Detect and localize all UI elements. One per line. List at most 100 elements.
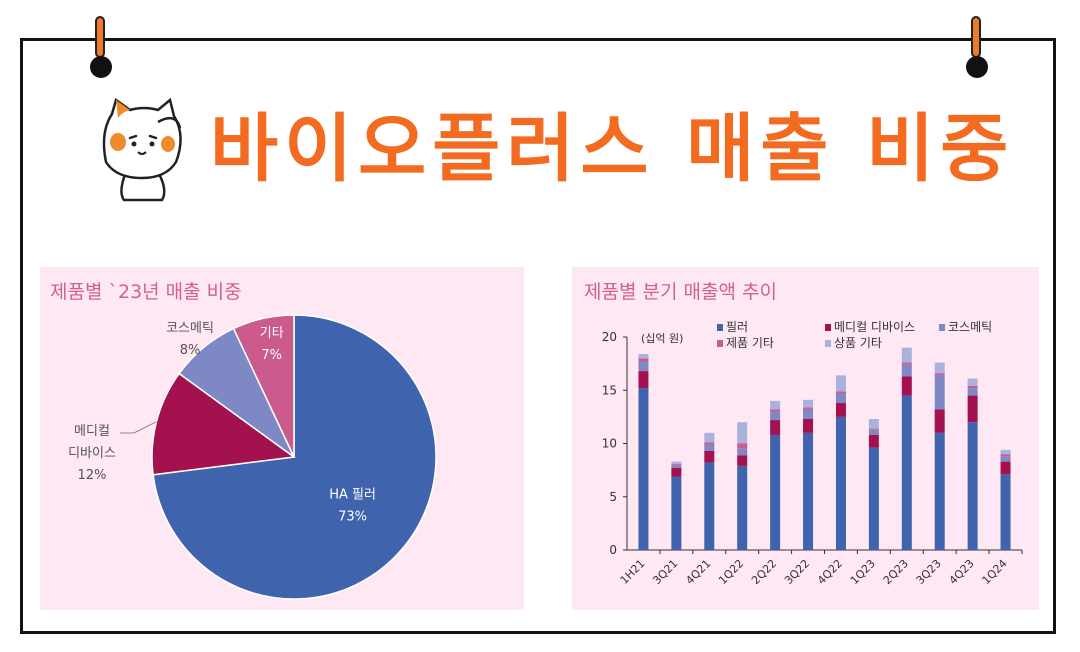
bar-segment bbox=[638, 388, 649, 550]
bar-segment bbox=[770, 420, 781, 435]
y-tick-label: 15 bbox=[602, 383, 617, 397]
bar-segment bbox=[934, 373, 945, 376]
pie-leader-line bbox=[120, 421, 157, 434]
bar-segment bbox=[704, 442, 715, 445]
legend-swatch bbox=[717, 324, 723, 331]
bar-segment bbox=[835, 393, 846, 404]
x-tick-label: 4Q23 bbox=[947, 557, 977, 587]
pie-chart-title: 제품별 `23년 매출 비중 bbox=[50, 281, 242, 303]
bar-segment bbox=[770, 434, 781, 550]
legend-swatch bbox=[825, 324, 831, 331]
pie-slice bbox=[151, 372, 296, 476]
bar-segment bbox=[671, 463, 682, 465]
y-unit-label: (십억 원) bbox=[641, 332, 683, 345]
bar-segment bbox=[901, 364, 912, 377]
bar-segment bbox=[868, 429, 879, 435]
bar-segment bbox=[770, 409, 781, 412]
legend-label: 제품 기타 bbox=[726, 336, 774, 350]
bar-segment bbox=[638, 354, 649, 359]
bar-segment bbox=[835, 403, 846, 417]
legend-label: 코스메틱 bbox=[948, 320, 992, 334]
legend-label: 메디컬 디바이스 bbox=[834, 320, 915, 334]
pie-slice-percent: 8% bbox=[180, 343, 201, 358]
bar-segment bbox=[803, 419, 814, 433]
left-pin-icon bbox=[95, 16, 105, 58]
cat-mascot-icon bbox=[102, 97, 182, 202]
bar-segment bbox=[835, 375, 846, 392]
pie-slice-label: 코스메틱 bbox=[166, 321, 214, 336]
pie-slice-percent: 7% bbox=[261, 348, 282, 363]
bar-segment bbox=[737, 422, 748, 444]
bar-segment bbox=[835, 391, 846, 394]
y-tick-label: 5 bbox=[609, 490, 617, 504]
y-tick-label: 20 bbox=[602, 330, 617, 344]
bar-segment bbox=[934, 409, 945, 433]
bar-segment bbox=[934, 375, 945, 410]
bar-segment bbox=[737, 443, 748, 449]
bar-segment bbox=[967, 385, 978, 389]
bar-segment bbox=[671, 467, 682, 477]
bar-segment bbox=[704, 444, 715, 451]
bar-segment bbox=[638, 361, 649, 372]
bar-segment bbox=[770, 400, 781, 410]
right-pin-head-icon bbox=[966, 56, 988, 78]
bar-segment bbox=[901, 362, 912, 365]
bar-segment bbox=[671, 464, 682, 468]
pie-slice bbox=[232, 314, 295, 458]
legend-label: 상품 기타 bbox=[834, 336, 882, 350]
x-tick-label: 1Q22 bbox=[716, 557, 746, 587]
pie-slice-label: 메디컬 bbox=[74, 424, 110, 439]
legend-swatch bbox=[825, 340, 831, 347]
bar-segment bbox=[803, 407, 814, 410]
x-tick-label: 4Q22 bbox=[815, 557, 845, 587]
bar-segment bbox=[737, 455, 748, 466]
bar-segment bbox=[934, 362, 945, 374]
bar-segment bbox=[868, 419, 879, 429]
pie-panel: 제품별 `23년 매출 비중 HA 필러 73% 메디컬 디바이스 12% 코스메틱 8% 기… bbox=[40, 267, 524, 610]
pie-slice-label: HA 필러 bbox=[329, 488, 376, 503]
bar-segment bbox=[1000, 449, 1011, 455]
bar-segment bbox=[1000, 456, 1011, 462]
legend-swatch bbox=[939, 324, 945, 331]
pie-slice-label: 디바이스 bbox=[68, 446, 116, 461]
bar-panel: 제품별 분기 매출액 추이 0 5 10 15 20 (십억 원) 필러 메디컬 디바이스 코스… bbox=[572, 267, 1039, 610]
bar-segment bbox=[704, 432, 715, 443]
bar-segment bbox=[803, 432, 814, 550]
bar-segment bbox=[1000, 474, 1011, 550]
pie-slice-percent: 12% bbox=[78, 468, 107, 483]
bar-chart-title: 제품별 분기 매출액 추이 bbox=[584, 281, 777, 303]
bar-segment bbox=[967, 395, 978, 423]
bar-segment bbox=[704, 450, 715, 463]
y-tick-label: 0 bbox=[609, 543, 617, 557]
x-tick-label: 3Q21 bbox=[650, 557, 680, 587]
bar-segment bbox=[901, 376, 912, 396]
bar-segment bbox=[737, 448, 748, 456]
y-tick-label: 10 bbox=[602, 437, 617, 451]
bar-segment bbox=[737, 465, 748, 550]
bar-segment bbox=[868, 428, 879, 430]
x-tick-label: 1Q23 bbox=[848, 557, 878, 587]
bar-segment bbox=[638, 371, 649, 389]
bar-segment bbox=[770, 411, 781, 421]
x-tick-label: 4Q21 bbox=[683, 557, 713, 587]
left-pin-head-icon bbox=[90, 56, 112, 78]
bar-segment bbox=[868, 434, 879, 448]
x-tick-label: 2Q22 bbox=[749, 557, 779, 587]
bar-segment bbox=[967, 422, 978, 550]
x-tick-label: 3Q23 bbox=[914, 557, 944, 587]
bar-segment bbox=[803, 409, 814, 420]
legend-label: 필러 bbox=[726, 320, 748, 334]
bar-segment bbox=[901, 395, 912, 550]
bar-segment bbox=[901, 347, 912, 363]
bar-segment bbox=[934, 432, 945, 550]
x-tick-label: 3Q22 bbox=[782, 557, 812, 587]
bar-segment bbox=[967, 388, 978, 396]
pie-slice-label: 기타 bbox=[260, 326, 284, 341]
bar-segment bbox=[1000, 461, 1011, 475]
bar-segment bbox=[671, 476, 682, 550]
x-tick-label: 1H21 bbox=[618, 557, 648, 587]
right-pin-icon bbox=[971, 16, 981, 58]
bar-segment bbox=[803, 399, 814, 408]
